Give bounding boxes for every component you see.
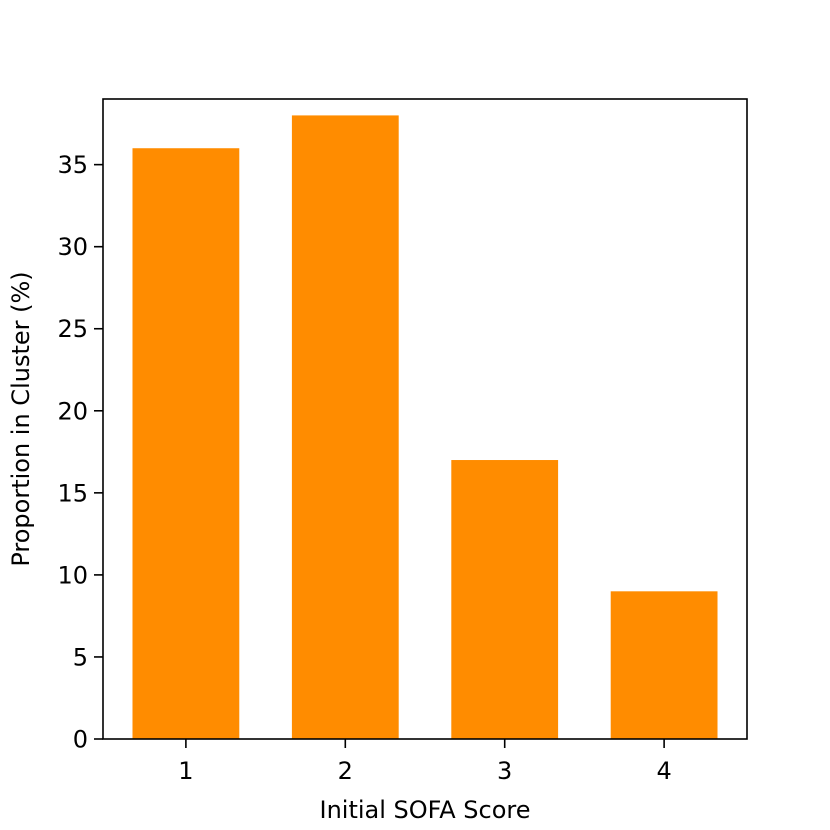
x-tick-label: 3 bbox=[497, 757, 512, 785]
bar-2 bbox=[291, 115, 399, 739]
y-tick-label: 25 bbox=[57, 315, 88, 343]
y-tick-label: 15 bbox=[57, 479, 88, 507]
bar-4 bbox=[610, 591, 718, 739]
y-axis: 0 5 10 15 20 25 30 35 bbox=[57, 151, 103, 754]
bars-group bbox=[132, 115, 718, 740]
y-tick-label: 30 bbox=[57, 233, 88, 261]
x-axis: 1 2 3 4 bbox=[178, 739, 672, 785]
y-tick-label: 35 bbox=[57, 151, 88, 179]
x-tick-label: 4 bbox=[656, 757, 671, 785]
y-tick-label: 0 bbox=[73, 726, 88, 754]
x-axis-title: Initial SOFA Score bbox=[319, 796, 530, 824]
bar-1 bbox=[132, 148, 240, 740]
bar-3 bbox=[451, 460, 559, 739]
y-axis-title: Proportion in Cluster (%) bbox=[7, 271, 35, 566]
plot-frame bbox=[102, 98, 748, 740]
y-tick-label: 10 bbox=[57, 561, 88, 589]
x-tick-label: 2 bbox=[338, 757, 353, 785]
y-tick-label: 20 bbox=[57, 397, 88, 425]
x-tick-label: 1 bbox=[178, 757, 193, 785]
y-tick-label: 5 bbox=[73, 643, 88, 671]
